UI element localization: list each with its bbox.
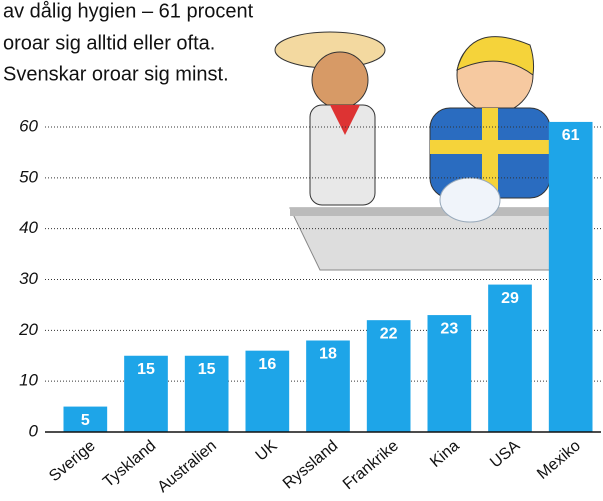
x-tick-label: Mexiko <box>534 437 584 483</box>
bar <box>549 122 593 432</box>
x-tick-label: UK <box>253 437 281 465</box>
y-tick-label: 10 <box>19 371 38 390</box>
value-label: 15 <box>137 361 155 378</box>
x-tick-label: Frankrike <box>340 437 402 493</box>
x-tick-label: USA <box>487 437 523 471</box>
value-label: 22 <box>380 325 398 342</box>
value-label: 29 <box>501 290 519 307</box>
annotation: oroar sig alltid eller ofta. <box>3 32 215 54</box>
y-tick-label: 0 <box>29 421 39 440</box>
y-tick-label: 60 <box>19 116 38 135</box>
y-tick-label: 20 <box>18 320 38 339</box>
x-tick-label: Australien <box>155 437 220 496</box>
value-label: 61 <box>562 127 580 144</box>
y-tick-label: 50 <box>19 167 38 186</box>
y-tick-label: 30 <box>19 269 38 288</box>
chart: av dålig hygien – 61 procent oroar sig a… <box>0 0 603 501</box>
value-label: 18 <box>319 346 337 363</box>
value-label: 16 <box>258 356 276 373</box>
value-label: 23 <box>440 320 458 337</box>
x-tick-label: Kina <box>427 437 463 471</box>
y-tick-label: 40 <box>19 218 38 237</box>
illustration <box>275 32 590 270</box>
x-tick-label: Ryssland <box>280 437 341 492</box>
x-tick-label: Sverige <box>46 437 99 485</box>
annotation: Svenskar oroar sig minst. <box>3 63 229 85</box>
value-label: 5 <box>81 412 90 429</box>
annotation: av dålig hygien – 61 procent <box>3 0 254 22</box>
value-label: 15 <box>198 361 216 378</box>
x-tick-label: Tyskland <box>100 437 159 491</box>
